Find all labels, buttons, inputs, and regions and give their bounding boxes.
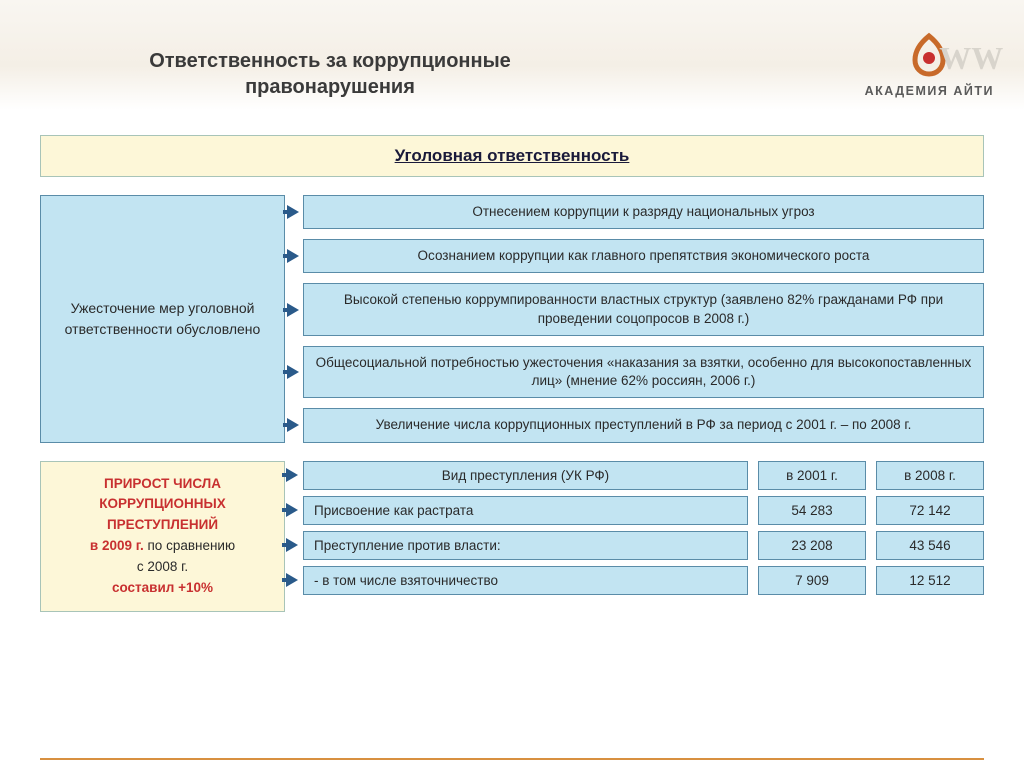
reason-text: Осознанием коррупции как главного препят… (418, 248, 870, 263)
academy-logo-icon: WW (905, 30, 953, 78)
arrow-icon (287, 418, 299, 432)
reasons-column: Отнесением коррупции к разряду националь… (303, 195, 984, 443)
growth-line: по сравнению (144, 538, 235, 553)
stats-row: ПРИРОСТ ЧИСЛА КОРРУПЦИОННЫХ ПРЕСТУПЛЕНИЙ… (40, 461, 984, 613)
growth-line: КОРРУПЦИОННЫХ (99, 496, 225, 511)
table-cell: Присвоение как растрата (303, 496, 748, 525)
page-title: Ответственность за коррупционные правона… (110, 48, 550, 100)
reason-text: Отнесением коррупции к разряду националь… (472, 204, 814, 219)
table-cell: 72 142 (876, 496, 984, 525)
logo-ww-text: WW (939, 40, 1003, 77)
growth-line: в 2009 г. (90, 538, 144, 553)
table-header-cell: в 2001 г. (758, 461, 866, 490)
section-header: Уголовная ответственность (40, 135, 984, 177)
table-cell: 43 546 (876, 531, 984, 560)
reason-text: Общесоциальной потребностью ужесточения … (316, 355, 972, 388)
arrow-icon (286, 573, 298, 587)
table-cell: 7 909 (758, 566, 866, 595)
reason-box: Увеличение числа коррупционных преступле… (303, 408, 984, 442)
reason-text: Высокой степенью коррумпированности влас… (344, 292, 943, 325)
table-header-row: Вид преступления (УК РФ) в 2001 г. в 200… (303, 461, 984, 490)
arrow-icon (286, 538, 298, 552)
table-header-cell: Вид преступления (УК РФ) (303, 461, 748, 490)
table-row: - в том числе взяточничество 7 909 12 51… (303, 566, 984, 595)
arrow-icon (287, 205, 299, 219)
arrow-icon (286, 503, 298, 517)
arrow-icon (287, 365, 299, 379)
table-cell: 12 512 (876, 566, 984, 595)
arrow-icon (286, 468, 298, 482)
logo-area: WW АКАДЕМИЯ АЙТИ (865, 30, 994, 98)
logo-label: АКАДЕМИЯ АЙТИ (865, 84, 994, 98)
reason-text: Увеличение числа коррупционных преступле… (376, 417, 912, 432)
table-cell: Преступление против власти: (303, 531, 748, 560)
reason-box: Высокой степенью коррумпированности влас… (303, 283, 984, 335)
growth-line: ПРЕСТУПЛЕНИЙ (107, 517, 218, 532)
growth-line: ПРИРОСТ ЧИСЛА (104, 476, 221, 491)
page-title-area: Ответственность за коррупционные правона… (110, 48, 550, 100)
table-cell: 54 283 (758, 496, 866, 525)
table-header-cell: в 2008 г. (876, 461, 984, 490)
reasons-row: Ужесточение мер уголовной ответственност… (40, 195, 984, 443)
growth-line: составил +10% (112, 580, 213, 595)
reason-box: Осознанием коррупции как главного препят… (303, 239, 984, 273)
table-cell: - в том числе взяточничество (303, 566, 748, 595)
content-area: Уголовная ответственность Ужесточение ме… (40, 135, 984, 612)
stats-table: Вид преступления (УК РФ) в 2001 г. в 200… (303, 461, 984, 613)
left-source-box: Ужесточение мер уголовной ответственност… (40, 195, 285, 443)
arrow-icon (287, 303, 299, 317)
growth-line: с 2008 г. (137, 559, 188, 574)
table-cell: 23 208 (758, 531, 866, 560)
reason-box: Общесоциальной потребностью ужесточения … (303, 346, 984, 398)
table-row: Присвоение как растрата 54 283 72 142 (303, 496, 984, 525)
arrow-icon (287, 249, 299, 263)
reason-box: Отнесением коррупции к разряду националь… (303, 195, 984, 229)
footer-accent-line (40, 758, 984, 760)
growth-callout: ПРИРОСТ ЧИСЛА КОРРУПЦИОННЫХ ПРЕСТУПЛЕНИЙ… (40, 461, 285, 613)
table-row: Преступление против власти: 23 208 43 54… (303, 531, 984, 560)
